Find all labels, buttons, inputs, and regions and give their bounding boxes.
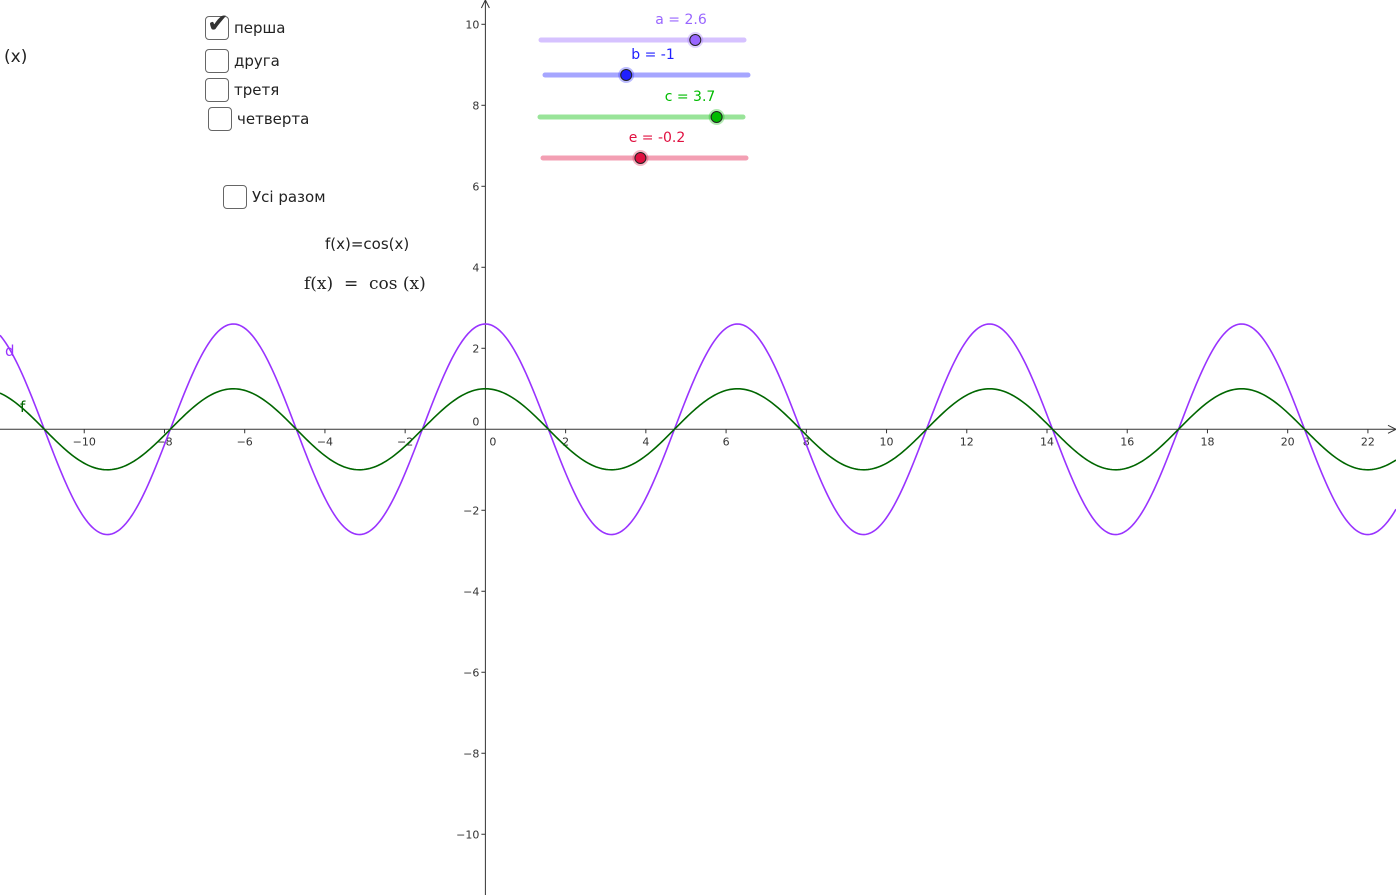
checkbox-box-4[interactable]: ✔ — [208, 107, 232, 131]
slider-label-e: e = -0.2 — [629, 130, 686, 146]
left-edge-text: (x) — [4, 47, 28, 67]
checkbox-box-2[interactable]: ✔ — [205, 49, 229, 73]
slider-label-a: a = 2.6 — [655, 12, 707, 28]
checkbox-label-3: третя — [234, 81, 280, 99]
y-tick-label: −4 — [463, 585, 479, 598]
x-tick-label: 18 — [1200, 435, 1214, 448]
x-tick-label: 16 — [1120, 435, 1134, 448]
x-tick-label: 10 — [880, 435, 894, 448]
y-tick-label: −2 — [463, 504, 479, 517]
y-tick-label: −8 — [463, 747, 479, 760]
x-tick-label: −4 — [317, 435, 333, 448]
y-tick-label: −10 — [456, 828, 479, 841]
y-tick-label: 2 — [472, 342, 479, 355]
x-tick-label: 20 — [1281, 435, 1295, 448]
sliders[interactable]: a = 2.6 b = -1 c = 3.7 e = -0.2 — [537, 12, 751, 166]
y-tick-label: 0 — [472, 415, 479, 428]
slider-knob-b[interactable] — [620, 69, 633, 81]
checkbox-label-4: четверта — [237, 110, 310, 128]
checkbox-label-all: Усі разом — [252, 188, 326, 206]
curve-f[interactable] — [0, 387, 1396, 471]
x-tick-label: −6 — [237, 435, 253, 448]
checkbox-label-1: перша — [234, 19, 286, 37]
checkbox-box-1[interactable]: ✔ — [205, 11, 229, 40]
function-label-f: f — [20, 398, 26, 416]
y-axis-arrow-icon — [480, 0, 490, 9]
checkbox-box-all[interactable]: ✔ — [223, 185, 247, 209]
x-tick-label: 22 — [1361, 435, 1375, 448]
checkbox-pershа[interactable]: ✔ перша — [205, 11, 286, 40]
check-icon: ✔ — [207, 9, 229, 39]
x-tick-label: −2 — [397, 435, 413, 448]
slider-label-b: b = -1 — [631, 47, 674, 63]
x-tick-label: 0 — [489, 435, 496, 448]
x-tick-label: 8 — [803, 435, 810, 448]
checkbox-tretia[interactable]: ✔ третя — [205, 78, 279, 102]
y-tick-label: 6 — [472, 180, 479, 193]
x-tick-label: −10 — [73, 435, 96, 448]
function-label-d: d — [5, 342, 15, 360]
y-tick-label: −6 — [463, 666, 479, 679]
latex-formula: f(x) = cos (x) — [304, 274, 426, 294]
checkbox-druha[interactable]: ✔ друга — [205, 49, 280, 73]
checkbox-box-3[interactable]: ✔ — [205, 78, 229, 102]
y-tick-label: 8 — [472, 99, 479, 112]
x-axis-arrow-icon — [1387, 424, 1396, 434]
checkbox-chetverta[interactable]: ✔ четверта — [208, 107, 309, 131]
curve-d[interactable] — [0, 323, 1396, 536]
slider-label-c: c = 3.7 — [665, 89, 716, 105]
slider-knob-e[interactable] — [634, 152, 647, 164]
x-tick-label: 12 — [960, 435, 974, 448]
y-tick-label: 4 — [472, 261, 479, 274]
function-curves[interactable] — [0, 323, 1396, 536]
slider-knob-a[interactable] — [689, 34, 702, 46]
checkbox-label-2: друга — [234, 52, 280, 70]
checkbox-all-together[interactable]: ✔ Усі разом — [223, 185, 326, 209]
x-tick-label: 4 — [642, 435, 649, 448]
y-tick-label: 10 — [465, 18, 479, 31]
x-tick-label: 6 — [723, 435, 730, 448]
x-tick-label: 2 — [562, 435, 569, 448]
x-tick-label: 14 — [1040, 435, 1054, 448]
slider-knob-c[interactable] — [710, 111, 723, 123]
text-formula: f(x)=cos(x) — [325, 235, 410, 253]
